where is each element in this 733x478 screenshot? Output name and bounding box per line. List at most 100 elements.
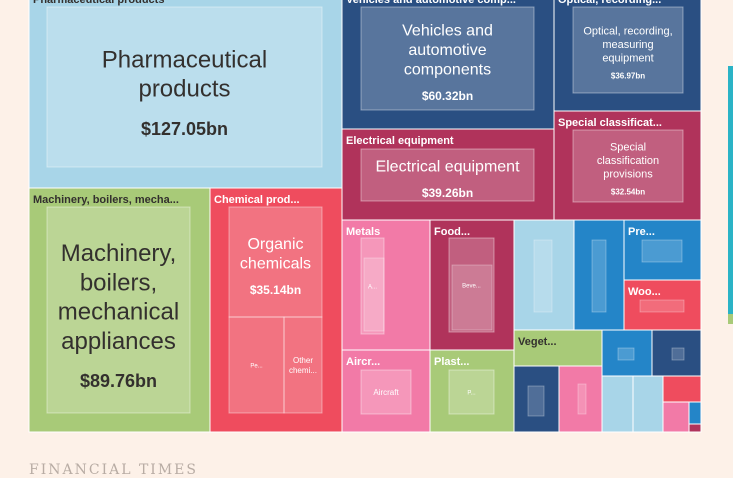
- treemap-group-label: Chemical prod...: [214, 194, 300, 206]
- treemap-group[interactable]: Electrical equipment Electrical equipment…: [341, 128, 555, 221]
- treemap-subcell: [671, 347, 685, 361]
- treemap-group[interactable]: Chemical prod... Organic chemicals $35.14bn…: [209, 187, 343, 433]
- treemap-cell[interactable]: [360, 148, 535, 202]
- treemap-group-rect[interactable]: [688, 423, 702, 433]
- treemap-cell[interactable]: [228, 206, 323, 318]
- treemap-group[interactable]: Metals A...: [341, 219, 431, 351]
- treemap-cell-label: Vehicles and: [402, 23, 493, 40]
- treemap-cell-label: Special: [610, 141, 646, 153]
- treemap-group[interactable]: [662, 401, 690, 433]
- treemap-group[interactable]: [601, 329, 653, 377]
- treemap-group[interactable]: [513, 219, 575, 331]
- treemap-group[interactable]: Special classificat... Special classificat…: [553, 110, 702, 221]
- treemap-subcell: [639, 299, 685, 313]
- treemap-group[interactable]: Optical, recording... Optical, recording,…: [553, 0, 702, 112]
- treemap-group-rect[interactable]: [651, 329, 702, 377]
- treemap-group-label: Optical, recording...: [558, 0, 661, 6]
- treemap-group[interactable]: Plast... P...: [429, 349, 515, 433]
- treemap-group-rect[interactable]: [601, 329, 653, 377]
- treemap-group[interactable]: [651, 329, 702, 377]
- treemap-cell[interactable]: [228, 316, 285, 414]
- treemap-cell-label: Pharmaceutical: [102, 46, 267, 73]
- treemap-cell-value: $35.14bn: [250, 283, 301, 297]
- treemap-cell[interactable]: [360, 237, 385, 335]
- treemap-cell-label: Organic: [247, 236, 303, 253]
- treemap-cell-value: $60.32bn: [422, 89, 473, 103]
- treemap-cell-label: A...: [368, 284, 377, 290]
- treemap-subcell: [363, 257, 385, 332]
- treemap-group-label: Electrical equipment: [346, 135, 454, 147]
- treemap-cell[interactable]: [46, 206, 191, 414]
- treemap-cell-label: provisions: [603, 168, 653, 180]
- treemap-group-rect[interactable]: [513, 219, 575, 331]
- treemap-cell-label: measuring: [602, 39, 653, 51]
- treemap-group-rect[interactable]: [28, 187, 211, 433]
- treemap-group-label: Vehicles and automotive comp...: [346, 0, 516, 6]
- treemap-cell[interactable]: [46, 6, 323, 168]
- treemap-cell[interactable]: [283, 316, 323, 414]
- treemap-group-rect[interactable]: [209, 187, 343, 433]
- treemap-cell-label: Pe...: [250, 363, 263, 369]
- treemap-subcell: [617, 347, 635, 361]
- treemap-group-rect[interactable]: [429, 349, 515, 433]
- treemap-group-rect[interactable]: [341, 128, 555, 221]
- treemap-cell-value: $127.05bn: [141, 119, 228, 139]
- treemap-subcell: [591, 239, 607, 313]
- treemap-group[interactable]: Pharmaceutical products Pharmaceutical pro…: [28, 0, 343, 189]
- treemap-group[interactable]: [513, 365, 560, 433]
- treemap-group[interactable]: [573, 219, 625, 331]
- side-scroll-indicator-teal: [728, 66, 733, 314]
- treemap-group[interactable]: Pre...: [623, 219, 702, 281]
- treemap-group-rect[interactable]: [429, 219, 515, 351]
- treemap-group-rect[interactable]: [601, 375, 634, 433]
- treemap-group-rect[interactable]: [553, 0, 702, 112]
- treemap-cell-value: $32.54bn: [611, 188, 645, 197]
- treemap-cell[interactable]: [572, 6, 684, 94]
- treemap-group[interactable]: Woo...: [623, 279, 702, 331]
- treemap-subcell: [527, 385, 545, 417]
- treemap-group-rect[interactable]: [573, 219, 625, 331]
- treemap-cell[interactable]: [448, 237, 495, 333]
- treemap-group[interactable]: Food... Beve...: [429, 219, 515, 351]
- treemap-cell-label: Electrical equipment: [375, 159, 520, 176]
- treemap-cell-label: classification: [597, 155, 659, 167]
- treemap-group[interactable]: [558, 365, 603, 433]
- treemap-group-rect[interactable]: [341, 349, 431, 433]
- treemap-cell[interactable]: [572, 129, 684, 203]
- treemap-group[interactable]: Veget...: [513, 329, 603, 367]
- treemap-group-label: Plast...: [434, 356, 469, 368]
- treemap-group[interactable]: Machinery, boilers, mecha... Machinery,bo…: [28, 187, 211, 433]
- treemap-group-rect[interactable]: [341, 0, 555, 130]
- treemap-group[interactable]: [601, 375, 634, 433]
- treemap-group[interactable]: [688, 423, 702, 433]
- treemap-cell-value: $36.97bn: [611, 72, 645, 81]
- treemap-group-label: Special classificat...: [558, 117, 662, 129]
- treemap-group-label: Woo...: [628, 286, 661, 298]
- treemap-cell-label: products: [138, 76, 230, 103]
- treemap-group-rect[interactable]: [662, 401, 690, 433]
- treemap-group-rect[interactable]: [558, 365, 603, 433]
- treemap-cell-label: appliances: [61, 328, 176, 355]
- treemap-group[interactable]: [662, 375, 702, 403]
- treemap-cell[interactable]: [448, 369, 495, 415]
- treemap-group[interactable]: Aircr... Aircraft: [341, 349, 431, 433]
- treemap-cell[interactable]: [360, 6, 535, 111]
- treemap-group-label: Food...: [434, 226, 470, 238]
- treemap-cell-label: Other: [293, 356, 313, 365]
- treemap-cell[interactable]: [360, 369, 412, 415]
- treemap-group-label: Metals: [346, 226, 380, 238]
- treemap-cell-label: Beve...: [462, 283, 481, 289]
- treemap-group-rect[interactable]: [662, 375, 702, 403]
- treemap-group-rect[interactable]: [632, 375, 664, 433]
- treemap-group[interactable]: [688, 401, 702, 425]
- publisher-logo: FINANCIAL TIMES: [29, 462, 198, 478]
- treemap-cell-label: P...: [467, 390, 476, 396]
- treemap-cell-value: $39.26bn: [422, 186, 473, 200]
- treemap-group-rect[interactable]: [688, 401, 702, 425]
- treemap-group[interactable]: Vehicles and automotive comp... Vehicles …: [341, 0, 555, 130]
- treemap-group-rect[interactable]: [623, 279, 702, 331]
- treemap-group[interactable]: [632, 375, 664, 433]
- treemap-group-rect[interactable]: [28, 0, 343, 189]
- treemap-group-rect[interactable]: [341, 219, 431, 351]
